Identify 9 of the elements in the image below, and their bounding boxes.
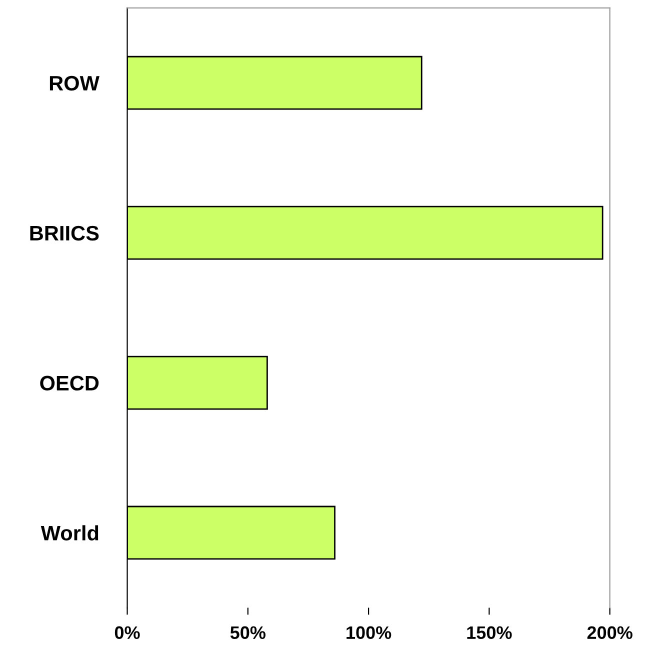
y-tick-label: ROW (50, 76, 100, 91)
x-tick-label: 150% (467, 626, 512, 640)
x-tick-label: 100% (346, 626, 392, 640)
y-tick-label: World (40, 525, 98, 540)
x-tick-label: 50% (230, 626, 266, 640)
y-tick-label: OECD (40, 376, 99, 391)
x-tick-label: 0% (114, 626, 140, 640)
x-tick-label: 200% (587, 626, 632, 640)
y-tick-label: BRIICS (30, 226, 99, 241)
